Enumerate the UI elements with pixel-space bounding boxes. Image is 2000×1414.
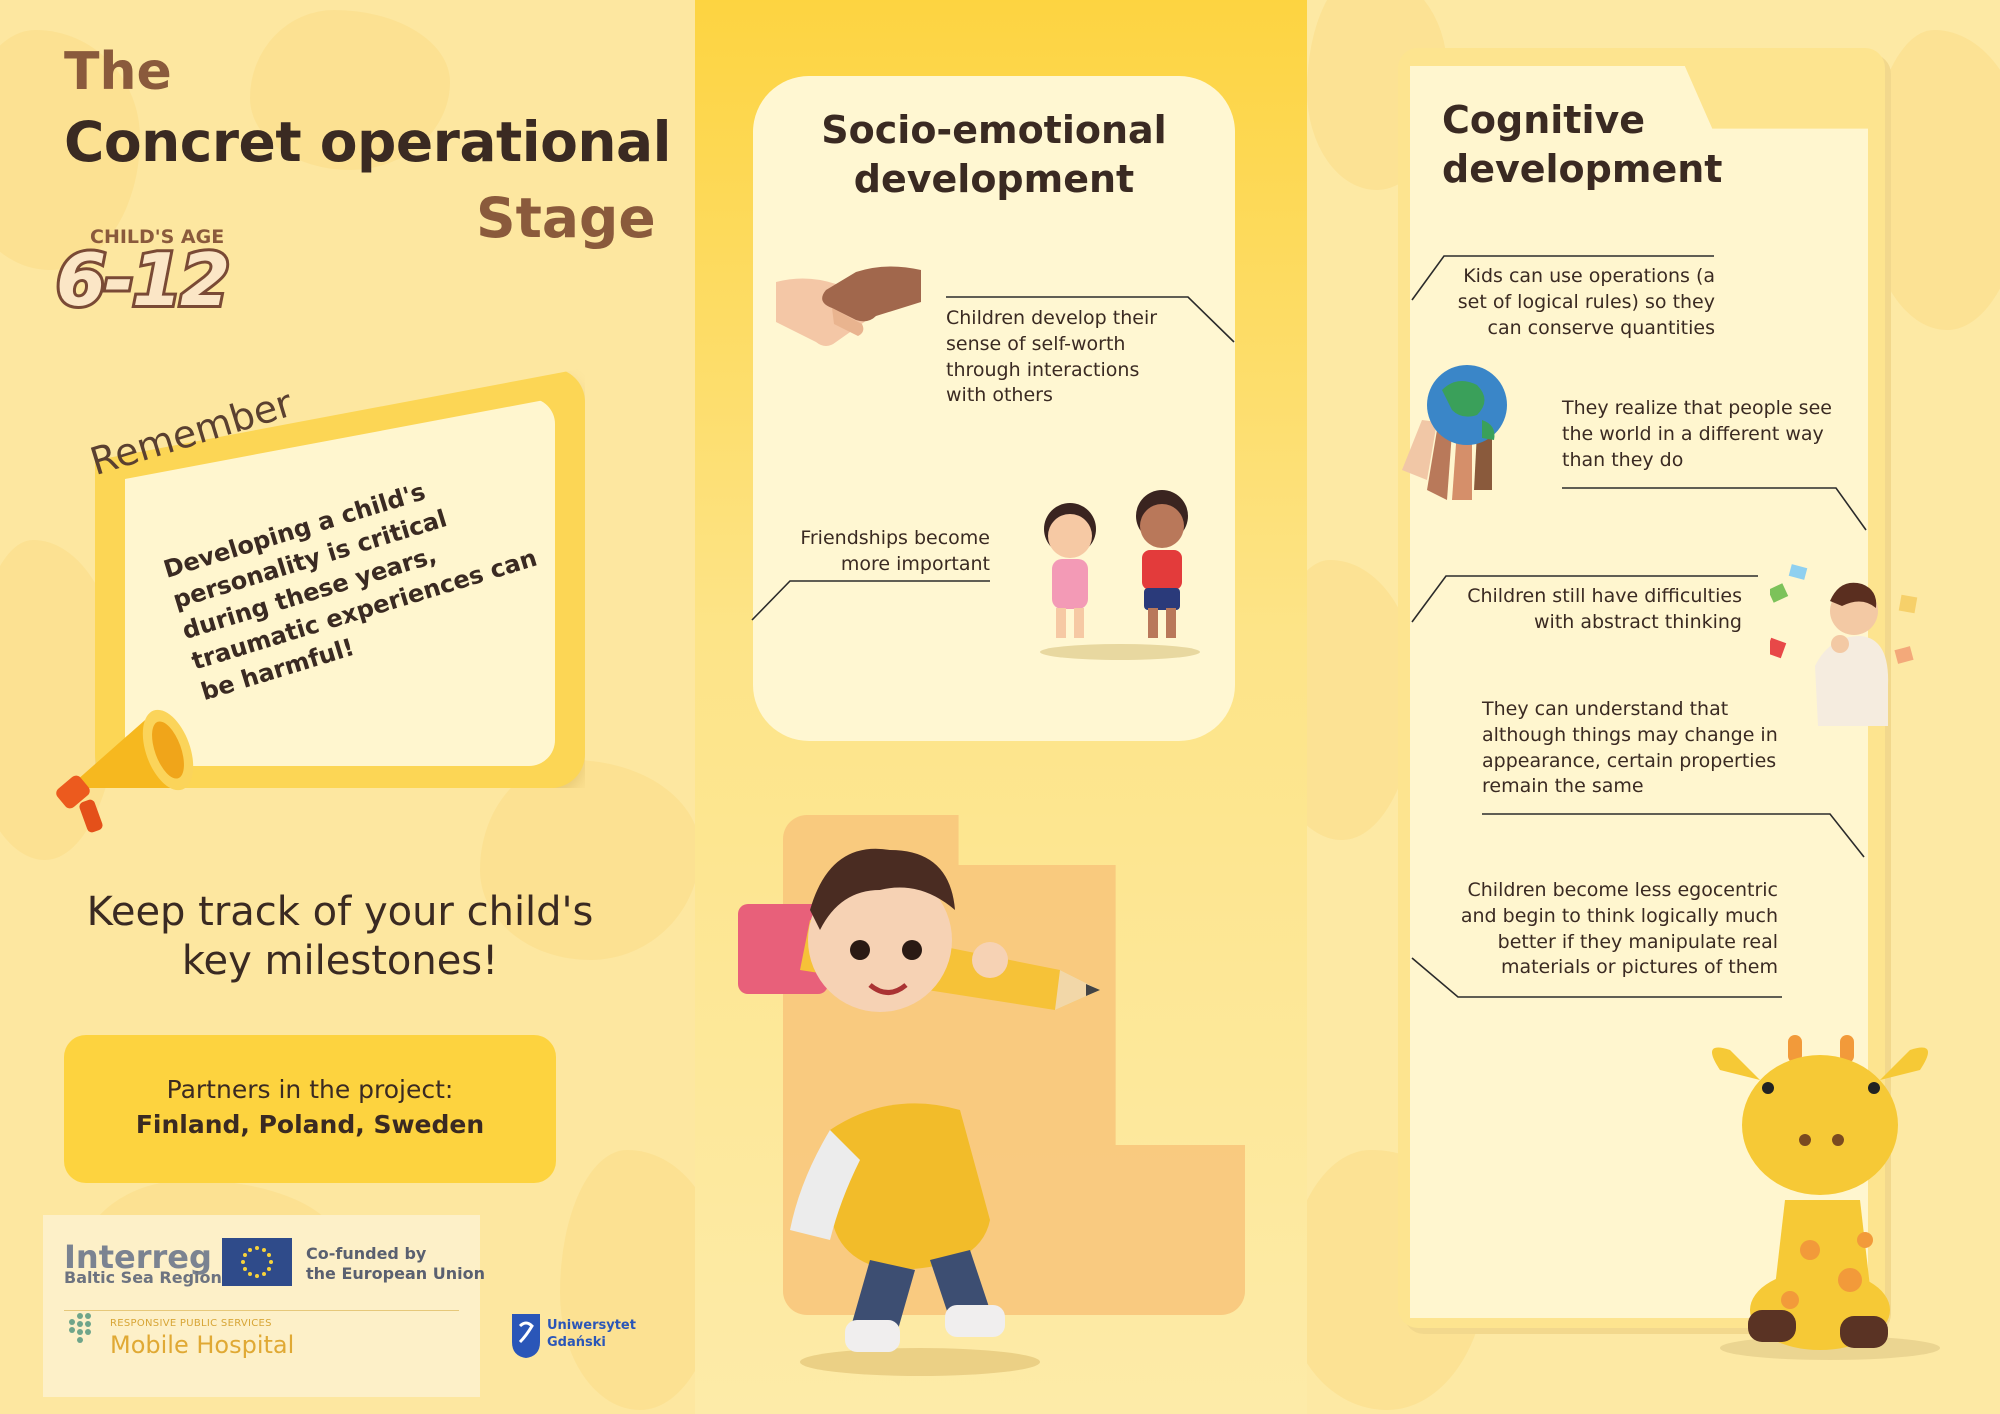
page-title: Concret operational	[64, 110, 672, 174]
socio-point-1: Children develop their sense of self-wor…	[946, 307, 1158, 407]
title-the: The	[64, 42, 172, 102]
logo-divider	[64, 1310, 459, 1311]
cognitive-title: Cognitive development	[1442, 96, 1722, 193]
ug-line-1: Uniwersytet	[547, 1318, 636, 1333]
keep-track-text: Keep track of your child's key milestone…	[60, 888, 620, 986]
interreg-subtitle: Baltic Sea Region	[64, 1268, 222, 1287]
kids-icon	[1040, 490, 1200, 660]
handshake-icon	[776, 266, 921, 346]
cofunded-line-2: the European Union	[306, 1264, 485, 1283]
cognitive-point-1: Kids can use operations (a set of logica…	[1457, 265, 1715, 339]
ug-line-2: Gdański	[547, 1334, 606, 1350]
cognitive-point-5: Children become less egocentric and begi…	[1460, 879, 1778, 979]
cofunded-line-1: Co-funded by	[306, 1244, 427, 1263]
socio-title-line-2: development	[853, 156, 1135, 201]
thinking-child-icon	[1770, 564, 1918, 726]
giraffe-icon	[1712, 1035, 1940, 1360]
partners-box: Partners in the project: Finland, Poland…	[64, 1035, 556, 1183]
cognitive-title-line-1: Cognitive	[1442, 98, 1646, 142]
ug-logo-text: Uniwersytet Gdański	[547, 1318, 636, 1352]
partners-countries: Finland, Poland, Sweden	[135, 1110, 485, 1139]
keep-track-line-1: Keep track of your child's	[86, 889, 594, 935]
partners-label: Partners in the project:	[166, 1075, 454, 1104]
boy-with-pencil-icon	[738, 848, 1100, 1376]
socio-title-line-1: Socio-emotional	[821, 108, 1167, 152]
ug-shield-icon	[512, 1314, 540, 1358]
cognitive-point-4: They can understand that although things…	[1482, 698, 1778, 798]
keep-track-line-2: key milestones!	[181, 937, 499, 984]
age-label: CHILD'S AGE	[90, 226, 225, 248]
rps-text: RESPONSIVE PUBLIC SERVICES	[110, 1318, 272, 1329]
megaphone-icon	[56, 709, 194, 833]
eu-flag-icon	[222, 1238, 292, 1286]
cofunded-text: Co-funded by the European Union	[306, 1244, 485, 1284]
cognitive-point-3: Children still have difficulties with ab…	[1467, 585, 1742, 633]
cognitive-title-line-2: development	[1442, 146, 1723, 191]
socio-point-2: Friendships become more important	[800, 527, 990, 575]
socio-emotional-title: Socio-emotional development	[753, 106, 1235, 203]
title-stage: Stage	[476, 186, 656, 250]
mobile-hospital-logo: Mobile Hospital	[110, 1331, 295, 1359]
mobile-hospital-dots-icon	[69, 1313, 91, 1343]
age-value: 6-12	[53, 235, 233, 325]
earth-hands-icon	[1402, 365, 1507, 500]
interreg-logo: Interreg	[64, 1238, 212, 1276]
cognitive-point-2: They realize that people see the world i…	[1562, 397, 1832, 471]
